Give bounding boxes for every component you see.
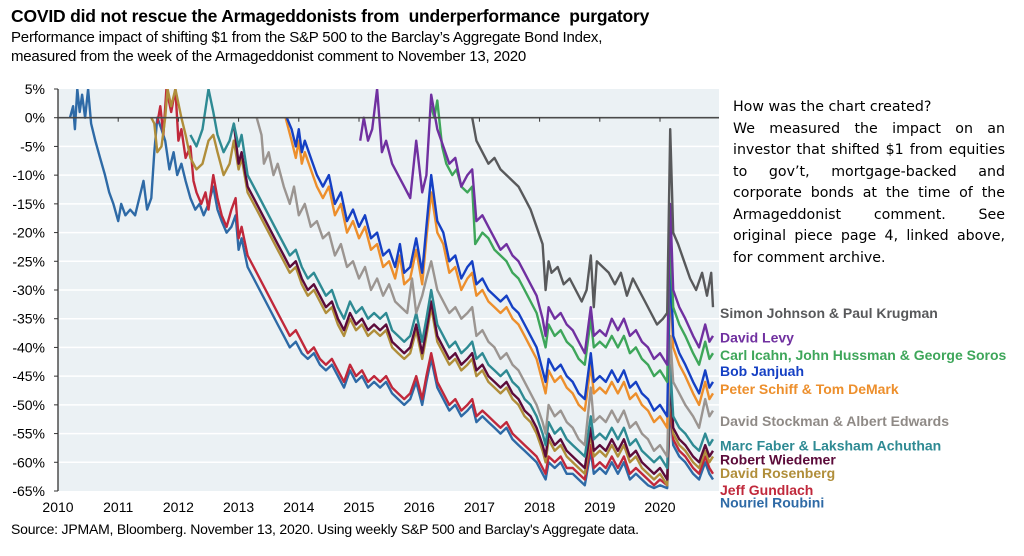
y-tick-label: 5% [25, 81, 45, 97]
x-tick-label: 2016 [404, 499, 435, 515]
chart-title: COVID did not rescue the Armageddonists … [11, 6, 650, 26]
y-tick-label: -40% [12, 339, 45, 355]
x-tick-label: 2015 [343, 499, 374, 515]
series-line-nouriel-roubini [68, 89, 715, 490]
note-body: We measured the impact on an investor th… [733, 120, 1005, 266]
series-line-jeff-gundlach [156, 89, 715, 487]
y-axis-ticks: 5% 0% -5% -10% -15% -20% -25% -30% -35% -40% -45% -… [12, 81, 58, 499]
legend-label: Simon Johnson & Paul Krugman [720, 305, 938, 321]
series-line-marc-faber-laksham-achuthan [189, 89, 715, 470]
y-tick-label: -35% [12, 311, 45, 327]
legend: Simon Johnson & Paul Krugman David LevyCa… [720, 305, 1007, 511]
y-tick-label: -55% [12, 426, 45, 442]
series-line-simon-johnson-paul-krugman [471, 117, 715, 326]
y-tick-label: -15% [12, 196, 45, 212]
x-tick-label: 2017 [464, 499, 495, 515]
series-lines [68, 89, 715, 490]
note-heading: How was the chart created? [733, 99, 932, 115]
source-footnote: Source: JPMAM, Bloomberg. November 13, 2… [11, 521, 639, 537]
x-tick-label: 2020 [644, 499, 675, 515]
methodology-note: How was the chart created? We measured t… [733, 97, 1005, 269]
x-axis-ticks: 2010 2011 2012 2013 2014 2015 2016 2017 2018 2019… [42, 117, 676, 515]
legend-label: Bob Janjuah [720, 363, 804, 379]
y-tick-label: -20% [12, 225, 45, 241]
series-line-peter-schiff-tom-demark [284, 117, 715, 429]
y-tick-label: -30% [12, 282, 45, 298]
series-line-bob-janjuah [285, 117, 715, 418]
legend-label: Nouriel Roubini [720, 494, 824, 510]
legend-label: David Stockman & Albert Edwards [720, 413, 949, 429]
x-tick-label: 2010 [42, 499, 73, 515]
y-tick-label: -50% [12, 397, 45, 413]
chart-subtitle: Performance impact of shifting $1 from t… [11, 29, 603, 65]
x-tick-label: 2019 [584, 499, 615, 515]
x-tick-label: 2014 [283, 499, 314, 515]
legend-label: Marc Faber & Laksham Achuthan [720, 438, 941, 454]
series-line-david-levy [359, 89, 715, 366]
legend-label: Jeff Gundlach [720, 482, 813, 498]
legend-label: David Levy [720, 330, 794, 346]
x-tick-label: 2018 [524, 499, 555, 515]
y-tick-label: -10% [12, 167, 45, 183]
legend-label: David Rosenberg [720, 465, 835, 481]
series-line-david-stockman-albert-edwards [255, 117, 715, 458]
y-tick-label: -45% [12, 368, 45, 384]
x-tick-label: 2013 [223, 499, 254, 515]
y-tick-label: 0% [25, 110, 45, 126]
gridlines [58, 145, 719, 464]
series-line-robert-wiedemer [232, 123, 715, 481]
legend-label: Robert Wiedemer [720, 451, 836, 467]
x-tick-label: 2011 [103, 499, 133, 515]
y-tick-label: -25% [12, 253, 45, 269]
y-tick-label: -60% [12, 454, 45, 470]
x-tick-label: 2012 [163, 499, 194, 515]
y-tick-label: -5% [20, 138, 45, 154]
y-tick-label: -65% [12, 483, 45, 499]
legend-label: Carl Icahn, John Hussman & George Soros [720, 347, 1007, 363]
legend-label: Peter Schiff & Tom DeMark [720, 381, 899, 397]
